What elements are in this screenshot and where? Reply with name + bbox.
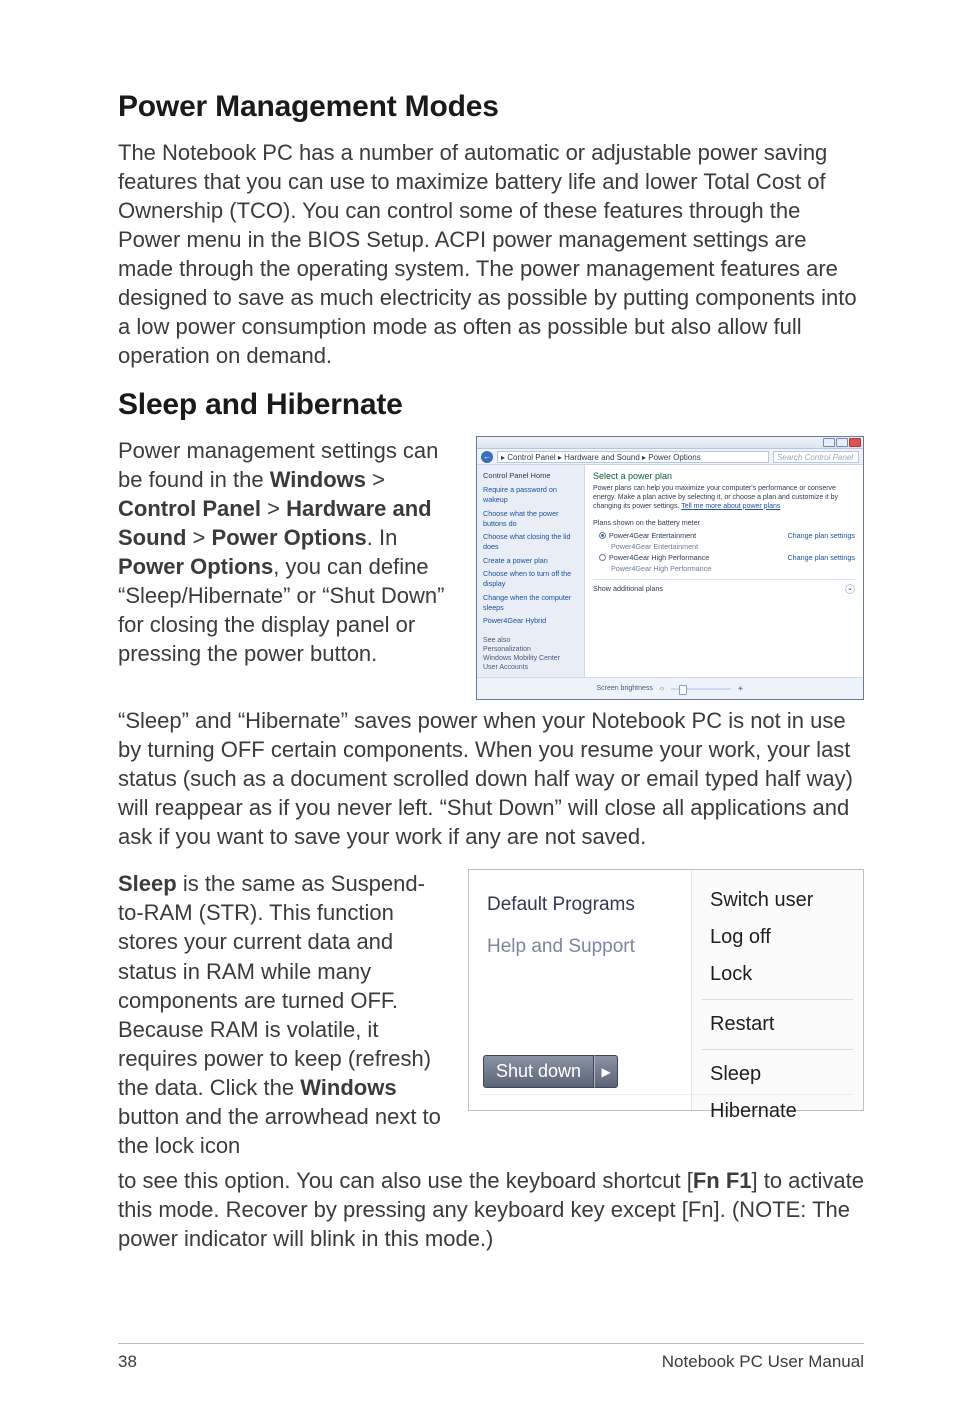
link-change-plan[interactable]: Change plan settings: [787, 531, 855, 540]
plan-sublabel: Power4Gear Entertainment: [611, 542, 698, 551]
radio-icon[interactable]: [599, 532, 606, 539]
brightness-label: Screen brightness: [596, 685, 652, 692]
breadcrumb[interactable]: ▸ Control Panel ▸ Hardware and Sound ▸ P…: [497, 451, 769, 463]
sun-bright-icon: ☀: [737, 685, 743, 693]
see-also-link[interactable]: Windows Mobility Center: [483, 655, 560, 662]
sidebar-item[interactable]: Choose what the power buttons do: [483, 509, 578, 528]
shutdown-button[interactable]: Shut down ▶: [483, 1055, 618, 1088]
text-fragment: to see this option. You can also use the…: [118, 1168, 693, 1193]
sidebar-item[interactable]: Create a power plan: [483, 556, 578, 566]
panel-description: Power plans can help you maximize your c…: [593, 485, 855, 511]
heading-sleep-hibernate: Sleep and Hibernate: [118, 388, 864, 422]
menu-item-log-off[interactable]: Log off: [692, 919, 863, 956]
panel-subhead: Plans shown on the battery meter: [593, 518, 855, 527]
para-sleep-hibernate-detail: “Sleep” and “Hibernate” saves power when…: [118, 706, 864, 851]
text-fragment: button and the arrowhead next to the loc…: [118, 1104, 441, 1158]
screenshot-shutdown-menu: Default Programs Help and Support Shut d…: [468, 869, 864, 1111]
text-fragment: >: [261, 496, 286, 521]
text-fragment: is the same as Suspend-to-RAM (STR). Thi…: [118, 871, 431, 1099]
panel-heading: Select a power plan: [593, 471, 855, 481]
heading-power-management-modes: Power Management Modes: [118, 90, 864, 124]
sidebar-item[interactable]: Choose when to turn off the display: [483, 569, 578, 588]
bold-control-panel: Control Panel: [118, 496, 261, 521]
search-input[interactable]: Search Control Panel: [773, 451, 859, 463]
see-also-header: See also: [483, 637, 560, 644]
plan-option[interactable]: Power4Gear High Performance: [599, 553, 709, 562]
main-panel: Select a power plan Power plans can help…: [585, 465, 863, 677]
text-fragment: >: [366, 467, 385, 492]
minimize-icon[interactable]: [823, 438, 835, 447]
sidebar-item[interactable]: Power4Gear Hybrid: [483, 616, 578, 626]
plan-sublabel: Power4Gear High Performance: [611, 564, 711, 573]
shutdown-arrow-icon[interactable]: ▶: [594, 1055, 618, 1088]
para-power-management: The Notebook PC has a number of automati…: [118, 138, 864, 370]
decorative-shadow: [479, 1094, 853, 1104]
start-menu-left: Default Programs Help and Support Shut d…: [469, 870, 693, 1110]
sun-dim-icon: ☼: [659, 685, 665, 692]
text-fragment: . In: [367, 525, 398, 550]
bold-sleep: Sleep: [118, 871, 177, 896]
bold-power-options-2: Power Options: [118, 554, 273, 579]
bold-windows-2: Windows: [300, 1075, 396, 1100]
window-titlebar: [477, 437, 863, 449]
text-fragment: >: [186, 525, 211, 550]
menu-item-sleep[interactable]: Sleep: [692, 1056, 863, 1093]
see-also-link[interactable]: Personalization: [483, 646, 560, 653]
menu-separator: [702, 1049, 853, 1050]
para-sleep-str: Sleep is the same as Suspend-to-RAM (STR…: [118, 869, 450, 1159]
window-footer: Screen brightness ☼ ☀: [477, 677, 863, 699]
menu-item-restart[interactable]: Restart: [692, 1006, 863, 1043]
back-icon[interactable]: ←: [481, 451, 493, 463]
radio-icon[interactable]: [599, 554, 606, 561]
menu-item-switch-user[interactable]: Switch user: [692, 882, 863, 919]
manual-title: Notebook PC User Manual: [662, 1352, 864, 1372]
see-also-link[interactable]: User Accounts: [483, 664, 560, 671]
page-number: 38: [118, 1352, 137, 1372]
maximize-icon[interactable]: [836, 438, 848, 447]
shutdown-submenu: Switch user Log off Lock Restart Sleep H…: [691, 870, 863, 1110]
plan-option[interactable]: Power4Gear Entertainment: [599, 531, 696, 540]
chevron-down-icon[interactable]: ⌄: [845, 584, 855, 594]
brightness-slider[interactable]: [671, 688, 731, 690]
sidebar-item[interactable]: Choose what closing the lid does: [483, 532, 578, 551]
page-footer: 38 Notebook PC User Manual: [0, 1343, 954, 1372]
plan-label: Power4Gear High Performance: [609, 553, 709, 562]
screenshot-power-options: ← ▸ Control Panel ▸ Hardware and Sound ▸…: [476, 436, 864, 700]
link-change-plan[interactable]: Change plan settings: [787, 553, 855, 562]
menu-item-lock[interactable]: Lock: [692, 956, 863, 993]
bold-power-options: Power Options: [212, 525, 367, 550]
menu-item-help-support[interactable]: Help and Support: [469, 926, 693, 968]
menu-item-default-programs[interactable]: Default Programs: [469, 884, 693, 926]
menu-separator: [702, 999, 853, 1000]
plan-label: Power4Gear Entertainment: [609, 531, 696, 540]
sidebar-item[interactable]: Require a password on wakeup: [483, 485, 578, 504]
sidebar-header: Control Panel Home: [483, 471, 578, 481]
bold-fn-f1: Fn F1: [693, 1168, 752, 1193]
sidebar-item[interactable]: Change when the computer sleeps: [483, 593, 578, 612]
para-sleep-continuation: to see this option. You can also use the…: [118, 1166, 864, 1253]
close-icon[interactable]: [849, 438, 861, 447]
bold-windows: Windows: [270, 467, 366, 492]
para-sleep-hibernate-intro: Power management settings can be found i…: [118, 436, 458, 668]
show-additional-plans[interactable]: Show additional plans: [593, 584, 663, 594]
see-also: See also Personalization Windows Mobilit…: [483, 635, 560, 671]
link-tell-me-more[interactable]: Tell me more about power plans: [681, 503, 780, 510]
shutdown-button-label: Shut down: [483, 1055, 594, 1088]
